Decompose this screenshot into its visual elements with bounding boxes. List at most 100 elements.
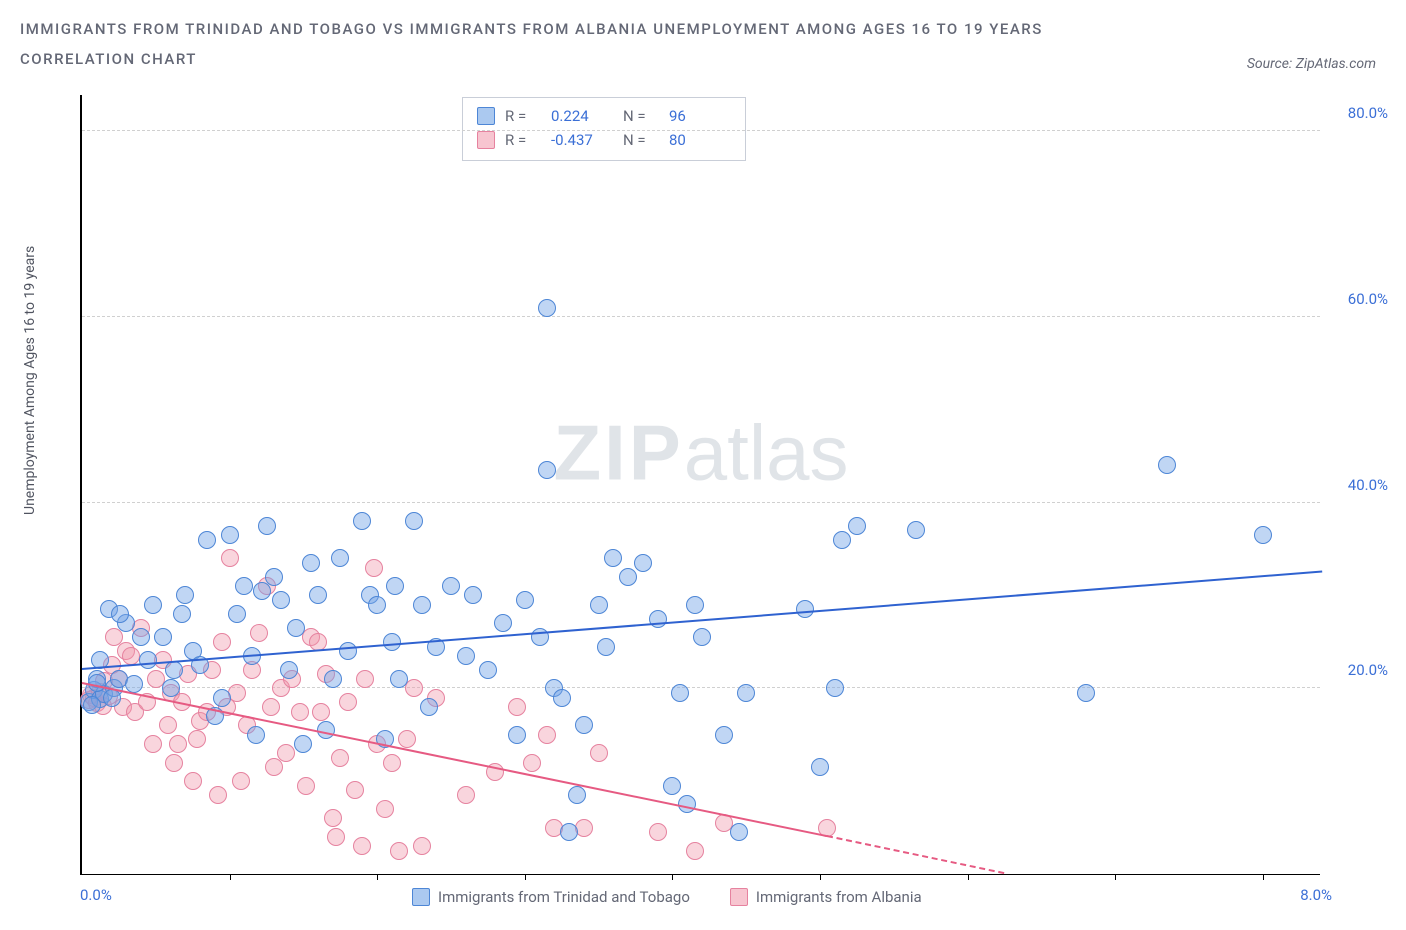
data-point <box>184 772 202 790</box>
data-point <box>538 726 556 744</box>
data-point <box>1158 456 1176 474</box>
y-axis-label: Unemployment Among Ages 16 to 19 years <box>22 495 38 515</box>
x-tick-mark <box>672 874 673 880</box>
data-point <box>420 698 438 716</box>
data-point <box>302 554 320 572</box>
data-point <box>173 605 191 623</box>
series-legend-item-blue: Immigrants from Trinidad and Tobago <box>412 888 690 906</box>
data-point <box>649 823 667 841</box>
legend-n-value-blue: 96 <box>669 107 731 125</box>
data-point <box>297 777 315 795</box>
data-point <box>686 842 704 860</box>
data-point <box>353 837 371 855</box>
watermark: ZIPatlas <box>553 408 848 499</box>
trend-line-dashed <box>827 835 1005 874</box>
data-point <box>398 730 416 748</box>
watermark-zip: ZIP <box>553 409 683 497</box>
legend-row-pink: R = -0.437 N = 80 <box>477 128 731 152</box>
data-point <box>516 591 534 609</box>
y-tick-label: 60.0% <box>1348 290 1388 308</box>
legend-r-label: R = <box>505 131 541 149</box>
data-point <box>383 754 401 772</box>
data-point <box>386 577 404 595</box>
data-point <box>590 744 608 762</box>
data-point <box>457 786 475 804</box>
data-point <box>280 661 298 679</box>
data-point <box>413 596 431 614</box>
data-point <box>232 772 250 790</box>
data-point <box>1254 526 1272 544</box>
data-point <box>538 461 556 479</box>
data-point <box>365 559 383 577</box>
legend-n-label: N = <box>623 131 659 149</box>
data-point <box>312 703 330 721</box>
data-point <box>590 596 608 614</box>
data-point <box>327 828 345 846</box>
x-tick-min: 0.0% <box>80 886 112 904</box>
data-point <box>671 684 689 702</box>
data-point <box>730 823 748 841</box>
legend-swatch-blue <box>477 107 495 125</box>
data-point <box>457 647 475 665</box>
data-point <box>235 577 253 595</box>
data-point <box>604 549 622 567</box>
x-tick-mark <box>1115 874 1116 880</box>
data-point <box>390 670 408 688</box>
data-point <box>413 837 431 855</box>
data-point <box>221 526 239 544</box>
trend-line <box>82 682 828 837</box>
correlation-legend: R = 0.224 N = 96 R = -0.437 N = 80 <box>462 97 746 161</box>
data-point <box>383 633 401 651</box>
data-point <box>479 661 497 679</box>
data-point <box>368 596 386 614</box>
data-point <box>159 716 177 734</box>
data-point <box>331 749 349 767</box>
data-point <box>122 647 140 665</box>
legend-n-label: N = <box>623 107 659 125</box>
data-point <box>442 577 460 595</box>
gridline <box>82 316 1320 317</box>
legend-row-blue: R = 0.224 N = 96 <box>477 104 731 128</box>
data-point <box>356 670 374 688</box>
data-point <box>213 633 231 651</box>
data-point <box>324 809 342 827</box>
data-point <box>339 693 357 711</box>
y-tick-label: 40.0% <box>1348 476 1388 494</box>
series-label-pink: Immigrants from Albania <box>756 888 922 906</box>
x-tick-mark <box>820 874 821 880</box>
legend-r-label: R = <box>505 107 541 125</box>
data-point <box>188 730 206 748</box>
gridline <box>82 687 1320 688</box>
chart-title-line2: CORRELATION CHART <box>20 50 1386 68</box>
data-point <box>144 735 162 753</box>
data-point <box>737 684 755 702</box>
data-point <box>198 531 216 549</box>
data-point <box>213 689 231 707</box>
data-point <box>464 586 482 604</box>
data-point <box>405 512 423 530</box>
data-point <box>693 628 711 646</box>
data-point <box>376 800 394 818</box>
data-point <box>169 735 187 753</box>
series-swatch-blue <box>412 888 430 906</box>
data-point <box>154 628 172 646</box>
data-point <box>221 549 239 567</box>
x-tick-mark <box>377 874 378 880</box>
x-tick-mark <box>1263 874 1264 880</box>
data-point <box>568 786 586 804</box>
data-point <box>833 531 851 549</box>
data-point <box>494 614 512 632</box>
legend-swatch-pink <box>477 131 495 149</box>
data-point <box>294 735 312 753</box>
data-point <box>277 744 295 762</box>
data-point <box>1077 684 1095 702</box>
series-swatch-pink <box>730 888 748 906</box>
data-point <box>247 726 265 744</box>
data-point <box>523 754 541 772</box>
data-point <box>353 512 371 530</box>
data-point <box>176 586 194 604</box>
data-point <box>390 842 408 860</box>
data-point <box>250 624 268 642</box>
x-tick-max: 8.0% <box>1300 886 1332 904</box>
data-point <box>228 605 246 623</box>
